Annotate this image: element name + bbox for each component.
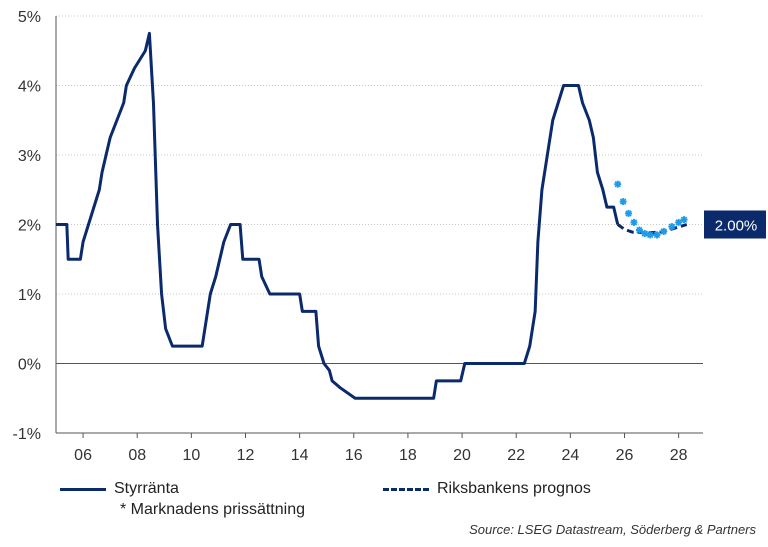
market-pricing-point [630,218,638,226]
x-tick-label: 08 [128,447,146,464]
market-pricing-point [680,216,688,224]
marker-stroke [680,216,688,223]
market-pricing-point [619,198,627,206]
end-value-badge-label: 2.00% [715,218,758,235]
y-tick-label: -1% [13,426,41,443]
end-value-badge: 2.00% [704,210,766,239]
forecast-line [616,223,688,235]
y-tick-label: 2% [18,218,41,235]
source-note: Source: LSEG Datastream, Söderberg & Par… [469,522,756,537]
x-tick-label: 22 [507,447,525,464]
legend-label-forecast: Riksbankens prognos [437,480,591,497]
y-tick-label: 5% [18,9,41,26]
y-tick-label: 0% [18,357,41,374]
x-tick-label: 26 [616,447,634,464]
x-axis: 06 08 10 12 14 16 18 20 22 24 26 28 [56,432,703,464]
y-axis: 5% 4% 3% 2% 1% 0% -1% [13,9,57,443]
x-tick-label: 14 [291,447,309,464]
legend-swatch-dashed [383,487,429,491]
legend-item-forecast: Riksbankens prognos [383,480,591,498]
x-tick-label: 10 [182,447,200,464]
x-tick-label: 20 [453,447,471,464]
market-pricing-point [660,227,668,235]
x-tick-label: 18 [399,447,417,464]
marker-stroke [614,180,621,188]
x-tick-label: 06 [74,447,92,464]
market-pricing-point [625,209,633,217]
marker-stroke [641,230,648,237]
marker-stroke [625,210,632,217]
y-tick-label: 3% [18,148,41,165]
series-layer [56,31,688,400]
policy-rate-line [56,31,620,400]
x-tick-label: 16 [345,447,363,464]
x-tick-label: 28 [670,447,688,464]
marker-stroke [619,198,627,205]
legend-label-market: * Marknadens prissättning [120,501,305,518]
gridlines [56,15,703,434]
market-pricing-point [653,231,661,239]
legend-item-market: * Marknadens prissättning [120,501,305,519]
y-tick-label: 1% [18,287,41,304]
market-pricing-point [635,226,643,234]
legend-item-policy-rate: Styrränta [60,480,179,498]
marker-stroke [660,228,667,235]
x-tick-label: 24 [561,447,579,464]
marker-stroke [653,231,661,239]
marker-stroke [636,226,643,234]
marker-stroke [647,231,654,239]
marker-stroke [675,219,682,226]
y-tick-label: 4% [18,79,41,96]
legend-swatch-solid [60,487,106,491]
x-tick-label: 12 [237,447,255,464]
end-value-badge-bg [704,210,766,239]
market-pricing-point [675,218,683,226]
market-pricing-point [646,231,654,239]
marker-stroke [630,219,638,226]
marker-stroke [668,223,676,230]
market-pricing-point [641,230,649,238]
legend-label-policy-rate: Styrränta [114,480,179,497]
market-pricing-point [668,223,676,231]
market-pricing-point [614,180,622,188]
